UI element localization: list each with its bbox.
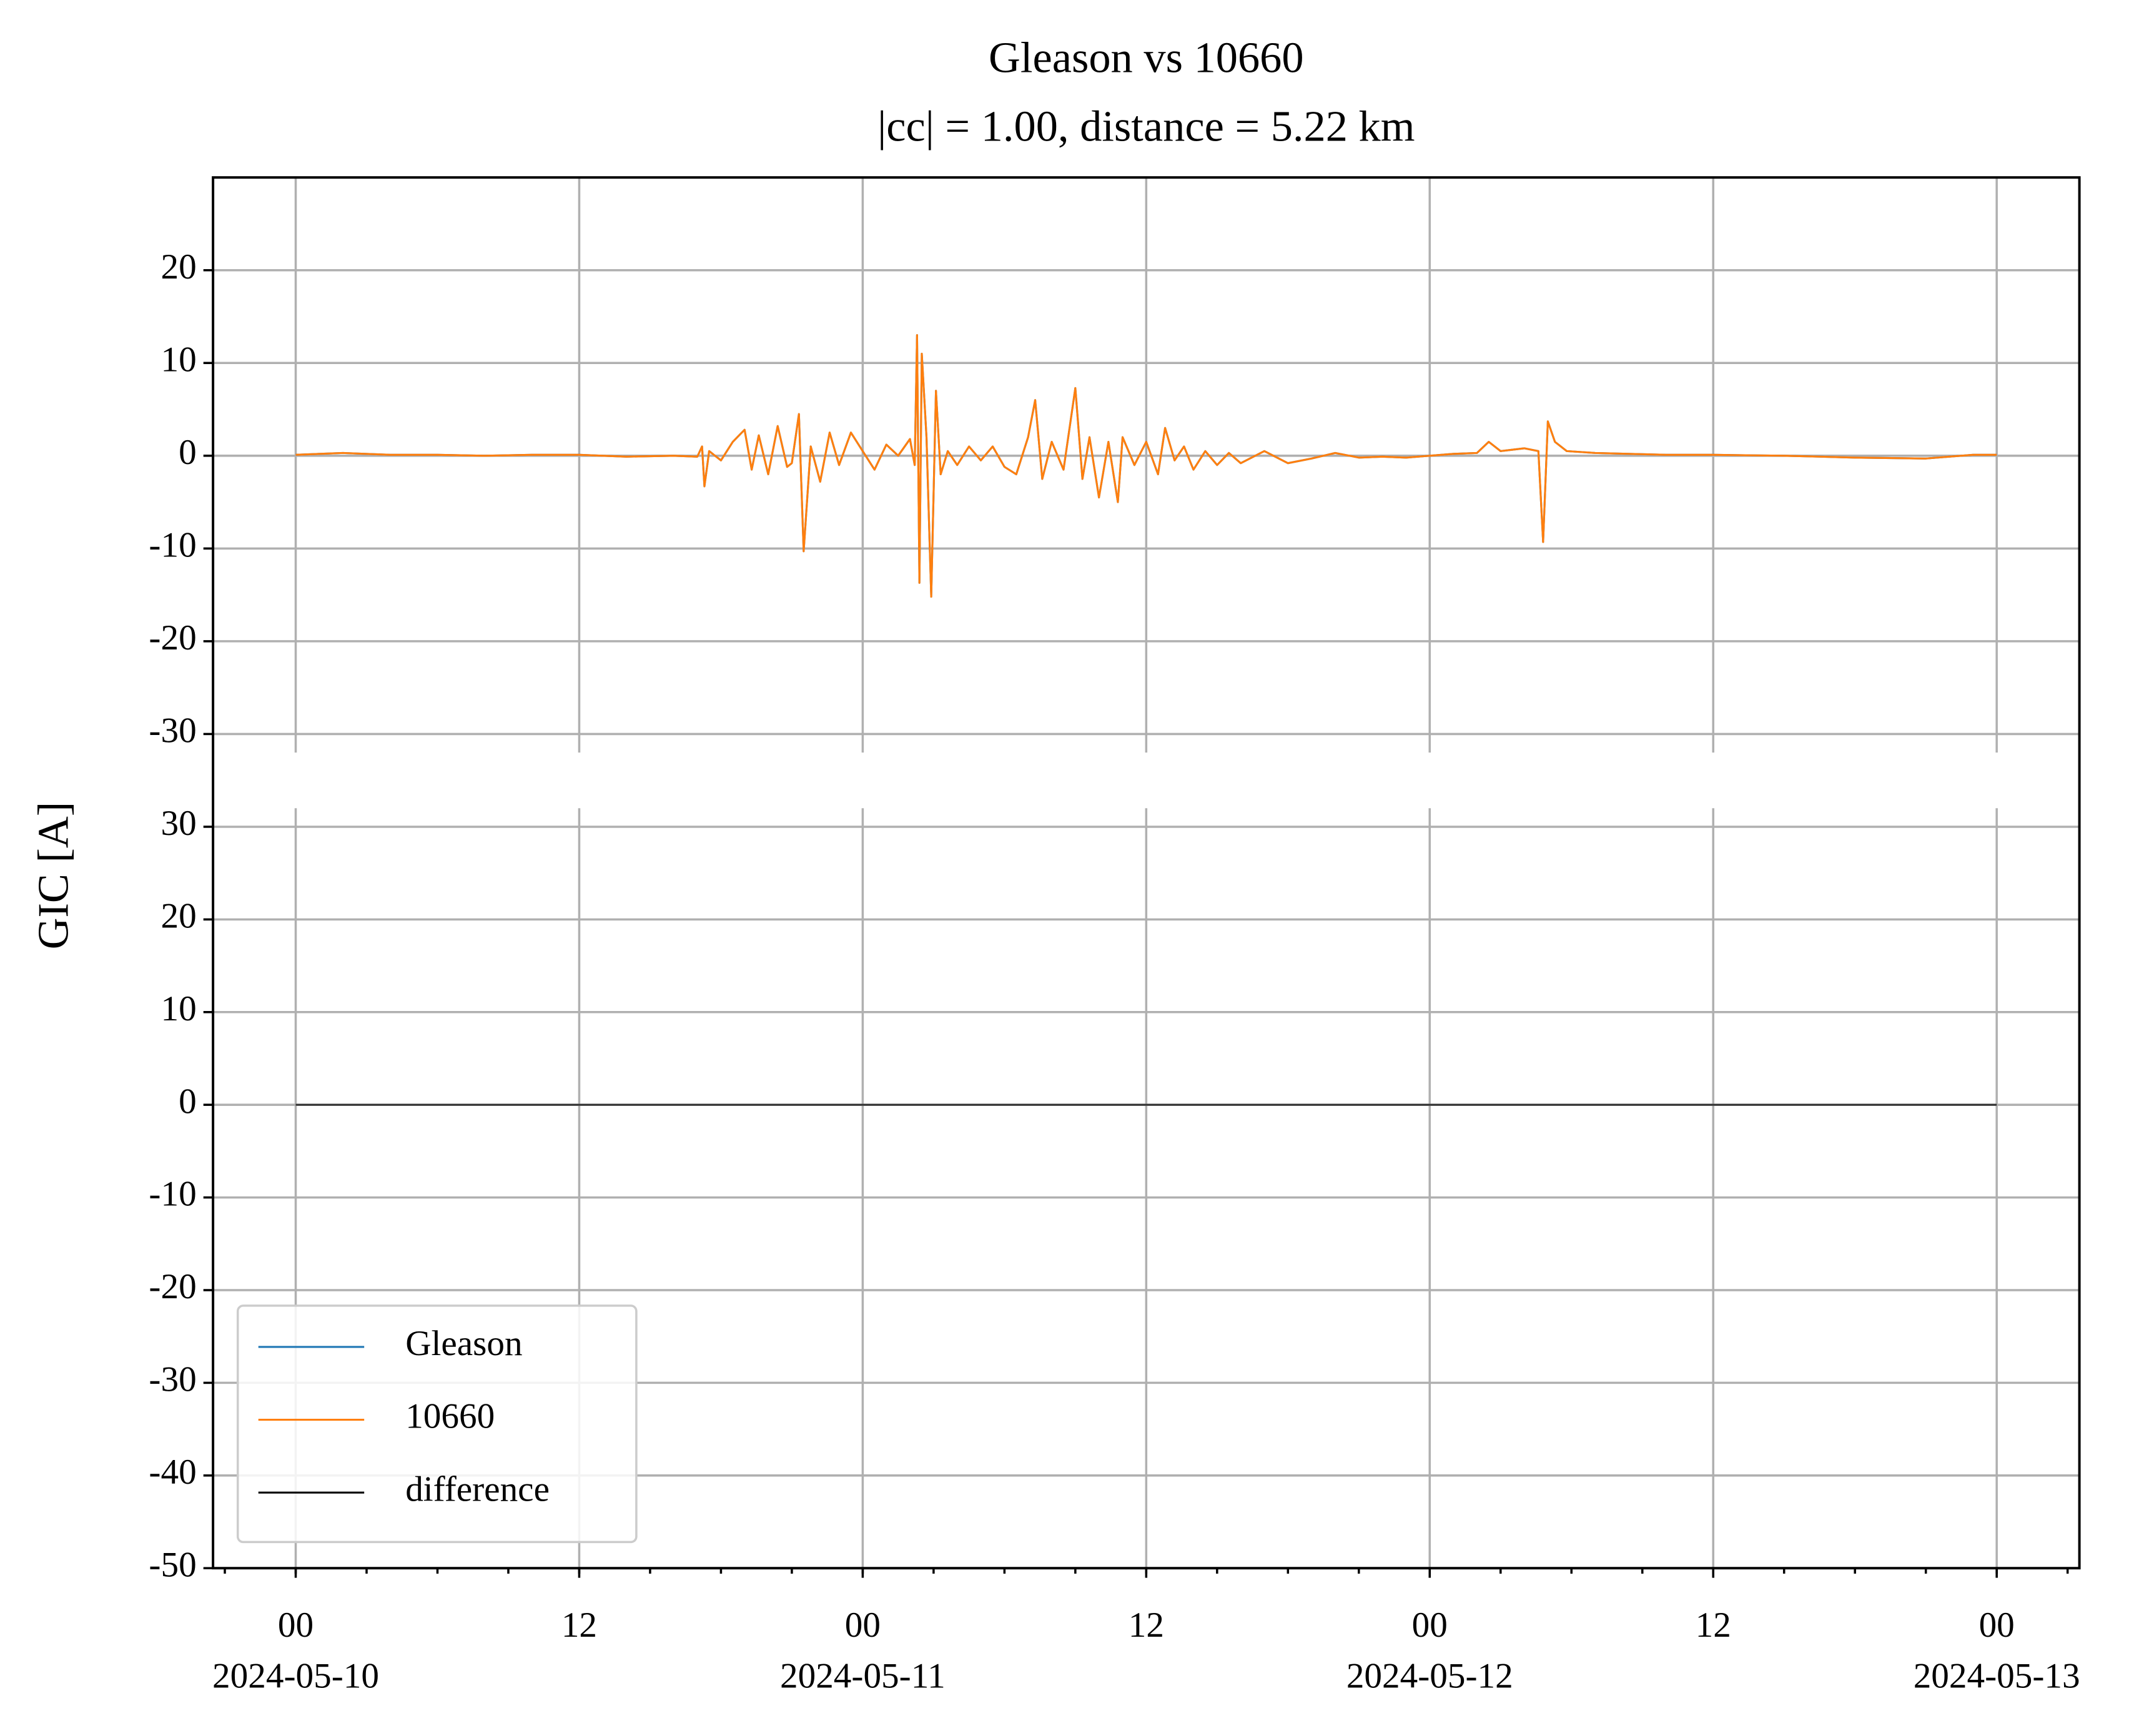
chart-title: Gleason vs 10660 bbox=[989, 33, 1304, 82]
y-tick-label: -20 bbox=[149, 1267, 196, 1306]
y-tick-label: 0 bbox=[179, 1082, 197, 1121]
y-tick-label: -10 bbox=[149, 1175, 196, 1214]
y-tick-label: 0 bbox=[179, 433, 197, 472]
legend-label: Gleason bbox=[405, 1324, 522, 1363]
x-tick-label: 00 2024-05-12 bbox=[1346, 1605, 1513, 1695]
legend-label: difference bbox=[405, 1469, 550, 1509]
y-axis-label: GIC [A] bbox=[29, 802, 78, 950]
y-tick-label: -50 bbox=[149, 1545, 196, 1584]
y-tick-label: -10 bbox=[149, 525, 196, 565]
x-tick-label: 12 bbox=[561, 1605, 597, 1645]
y-tick-label: 10 bbox=[161, 340, 196, 379]
legend-box bbox=[236, 1304, 638, 1544]
axes-frame bbox=[212, 176, 2081, 1570]
series-line bbox=[295, 334, 1997, 598]
y-tick-label: 20 bbox=[161, 247, 196, 287]
x-tick-label: 00 2024-05-10 bbox=[212, 1605, 379, 1695]
y-tick-label: -20 bbox=[149, 618, 196, 658]
x-tick-label: 00 2024-05-11 bbox=[780, 1605, 946, 1695]
x-tick-label: 00 2024-05-13 bbox=[1914, 1605, 2080, 1695]
chart-subtitle: |cc| = 1.00, distance = 5.22 km bbox=[877, 102, 1415, 151]
y-tick-label: -40 bbox=[149, 1452, 196, 1492]
x-tick-label: 12 bbox=[1129, 1605, 1164, 1645]
y-tick-label: -30 bbox=[149, 1360, 196, 1399]
plot-layer: -30 -20 -10 0 10 20 -50 -40 -30 -20 -10 0 10 20 30 00 20… bbox=[149, 176, 2081, 1696]
y-tick-label: -30 bbox=[149, 711, 196, 751]
y-tick-label: 10 bbox=[161, 989, 196, 1028]
x-tick-label: 12 bbox=[1696, 1605, 1731, 1645]
y-tick-label: 20 bbox=[161, 896, 196, 935]
y-tick-label: 30 bbox=[161, 804, 196, 843]
legend-label: 10660 bbox=[405, 1397, 495, 1436]
